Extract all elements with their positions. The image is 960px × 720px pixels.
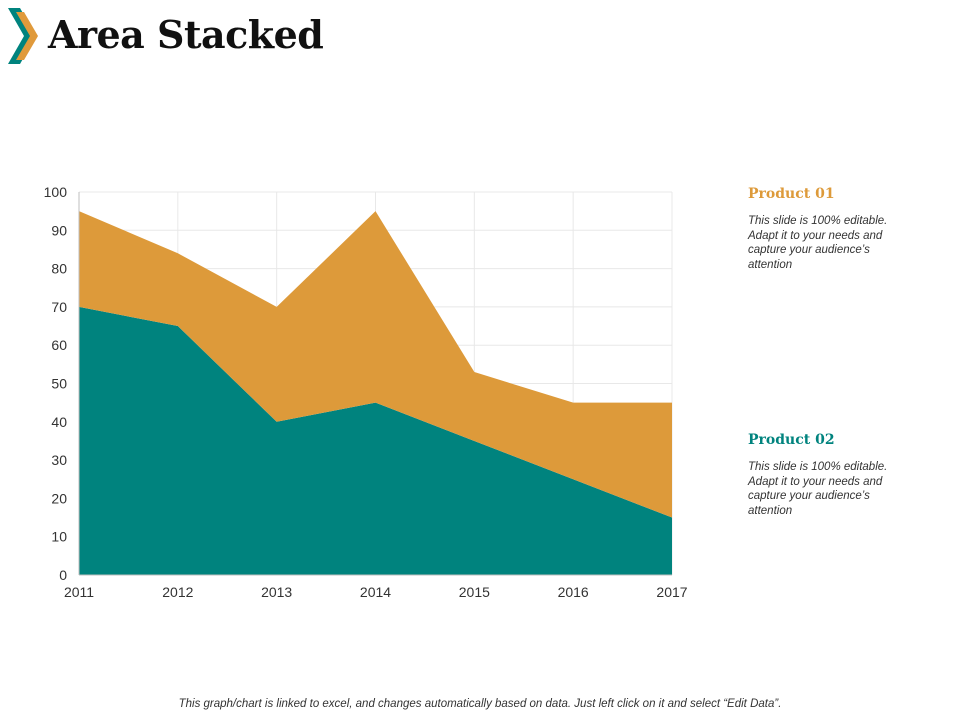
x-tick-label-2012: 2012: [162, 584, 193, 600]
y-tick-label-70: 70: [51, 299, 67, 315]
x-tick-label-2014: 2014: [360, 584, 391, 600]
area-product-02[interactable]: [79, 306, 672, 575]
legend-title-product-02: Product 02: [748, 432, 835, 448]
x-tick-label-2015: 2015: [459, 584, 490, 600]
chart-areas[interactable]: [79, 211, 672, 575]
legend-description-product-02: This slide is 100% editable. Adapt it to…: [748, 461, 888, 517]
area-product-01[interactable]: [79, 211, 672, 518]
y-tick-label-90: 90: [51, 222, 67, 238]
legend-title-product-01: Product 01: [748, 186, 835, 202]
x-tick-label-2017: 2017: [656, 584, 687, 600]
x-tick-label-2016: 2016: [558, 584, 589, 600]
y-tick-label-60: 60: [51, 337, 67, 353]
x-tick-label-2013: 2013: [261, 584, 292, 600]
chart-axes: 0 10 20 30 40 50 60 70 80 90 100 2011 2012 2013 2014 20…: [44, 184, 688, 600]
footer-note: This graph/chart is linked to excel, and…: [178, 698, 782, 710]
y-tick-label-80: 80: [51, 261, 67, 277]
legend-product-01: Product 01 This slide is 100% editable. …: [748, 186, 928, 272]
legend-product-02: Product 02 This slide is 100% editable. …: [748, 432, 928, 518]
y-tick-label-40: 40: [51, 414, 67, 430]
legend-description-product-01: This slide is 100% editable. Adapt it to…: [748, 215, 888, 271]
y-tick-label-20: 20: [51, 490, 67, 506]
y-tick-label-10: 10: [51, 529, 67, 545]
y-tick-label-50: 50: [51, 376, 67, 392]
page-title: Area Stacked: [48, 12, 324, 57]
y-tick-label-0: 0: [59, 567, 67, 583]
y-tick-label-100: 100: [44, 184, 68, 200]
chevron-icon: [8, 8, 38, 64]
y-tick-label-30: 30: [51, 452, 67, 468]
x-tick-label-2011: 2011: [64, 584, 94, 600]
